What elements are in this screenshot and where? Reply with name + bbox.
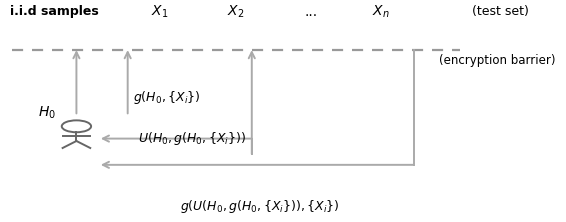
- Text: $X_1$: $X_1$: [151, 4, 169, 20]
- Text: $g(H_0, \{X_i\})$: $g(H_0, \{X_i\})$: [133, 89, 201, 105]
- Text: $U(H_0, g(H_0, \{X_i\}))$: $U(H_0, g(H_0, \{X_i\}))$: [139, 130, 247, 147]
- Text: $g(U(H_0, g(H_0, \{X_i\})), \{X_i\})$: $g(U(H_0, g(H_0, \{X_i\})), \{X_i\})$: [180, 198, 340, 215]
- Text: $X_n$: $X_n$: [372, 4, 390, 20]
- Text: i.i.d samples: i.i.d samples: [10, 5, 99, 18]
- Text: $H_0$: $H_0$: [38, 104, 55, 121]
- Text: (test set): (test set): [471, 5, 529, 18]
- Text: ...: ...: [305, 5, 318, 19]
- Text: (encryption barrier): (encryption barrier): [439, 54, 556, 67]
- Text: $X_2$: $X_2$: [227, 4, 245, 20]
